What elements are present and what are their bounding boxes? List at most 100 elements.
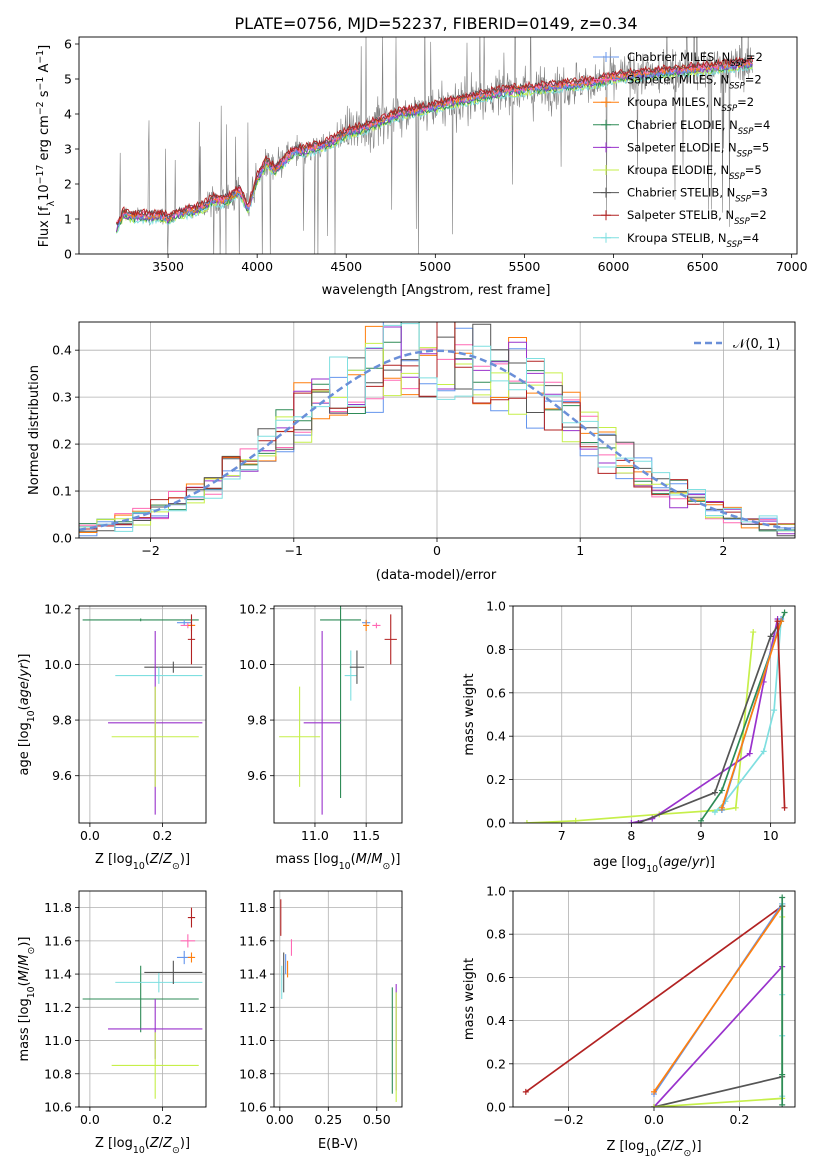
x-tick-label: 11.5 bbox=[352, 828, 380, 843]
plot-area bbox=[79, 322, 795, 538]
x-tick-label: 0.2 bbox=[730, 1112, 750, 1127]
point-marker bbox=[718, 787, 725, 794]
errorbar-chabrier-stelib bbox=[349, 650, 365, 684]
x-axis-label: E(B-V) bbox=[318, 1137, 358, 1152]
point-marker bbox=[779, 1071, 786, 1078]
x-tick-label: 9 bbox=[697, 828, 705, 843]
line-salpeter-stelib bbox=[525, 905, 783, 1093]
y-tick-label: 0.0 bbox=[52, 531, 72, 546]
y-tick-label: 5 bbox=[64, 72, 72, 87]
y-tick-label: 11.2 bbox=[239, 1000, 267, 1015]
point-marker bbox=[628, 820, 635, 823]
axes-spectrum: 3500 4000 4500 5000 5500 6000 6500 7000 0 1 2 3 4 5 6 C… bbox=[35, 37, 808, 299]
y-tick-label: 11.0 bbox=[239, 1033, 267, 1048]
x-tick-label: 0.0 bbox=[80, 1112, 100, 1127]
histogram-kroupa-stelib bbox=[79, 323, 795, 538]
x-tick-label: −2 bbox=[141, 543, 159, 558]
y-tick-label: 9.6 bbox=[247, 768, 267, 783]
legend-entry: Kroupa STELIB, NSSP=4 bbox=[627, 231, 759, 250]
y-tick-label: 10.8 bbox=[44, 1066, 72, 1081]
line-salpeter-stelib bbox=[776, 621, 786, 808]
legend-entry: Chabrier MILES, NSSP=2 bbox=[627, 50, 763, 69]
plot-area bbox=[79, 891, 206, 1107]
y-tick-label: 9.8 bbox=[52, 713, 72, 728]
legend-entry: 𝒩(0, 1) bbox=[733, 337, 780, 352]
x-tick-label: 0.00 bbox=[266, 1112, 294, 1127]
legend-marker bbox=[601, 97, 611, 108]
x-tick-label: 0.2 bbox=[153, 828, 173, 843]
legend-entry: Chabrier STELIB, NSSP=3 bbox=[627, 186, 768, 205]
y-tick-label: 6 bbox=[64, 37, 72, 52]
y-tick-label: 0.8 bbox=[486, 927, 506, 942]
y-axis-label: Normed distribution bbox=[27, 365, 42, 495]
point-marker bbox=[779, 894, 786, 901]
normal-curve bbox=[79, 349, 795, 532]
x-tick-label: 2 bbox=[719, 543, 727, 558]
x-tick-label: −1 bbox=[285, 543, 303, 558]
errorbar-chabrier-elodie bbox=[320, 606, 362, 798]
spectrum-model-salpeter-stelib bbox=[116, 55, 753, 224]
y-tick-label: 11.0 bbox=[44, 1033, 72, 1048]
y-axis-label: mass weight bbox=[462, 958, 477, 1040]
x-tick-label: 1 bbox=[576, 543, 584, 558]
errorbar-chabrier-elodie bbox=[82, 618, 199, 622]
plot-area bbox=[115, 37, 753, 254]
x-axis-label: wavelength [Angstrom, rest frame] bbox=[322, 283, 551, 298]
legend-entry: Salpeter MILES, NSSP=2 bbox=[627, 73, 762, 92]
axes-frame bbox=[273, 605, 403, 824]
legend-entry: Chabrier ELODIE, NSSP=4 bbox=[627, 118, 770, 137]
y-tick-label: 10.2 bbox=[239, 601, 267, 616]
point-marker bbox=[711, 809, 718, 816]
x-tick-label: 4500 bbox=[330, 259, 362, 274]
figure-title: PLATE=0756, MJD=52237, FIBERID=0149, z=0… bbox=[234, 14, 637, 33]
errorbar-kroupa-elodie bbox=[279, 686, 321, 787]
axes-residuals: −2 −1 0 1 2 0.0 0.1 0.2 0.3 0.4 𝒩(0, 1) (data-model… bbox=[27, 321, 796, 583]
y-tick-label: 1 bbox=[64, 212, 72, 227]
legend-marker bbox=[601, 119, 611, 130]
x-tick-label: 5000 bbox=[419, 259, 451, 274]
x-tick-label: 5500 bbox=[509, 259, 541, 274]
y-tick-label: 1.0 bbox=[486, 884, 506, 899]
x-tick-label: 6500 bbox=[687, 259, 719, 274]
x-axis-label: mass [log10(M/M⊙)] bbox=[276, 852, 401, 872]
x-axis-label: Z [log10(Z/Z⊙)] bbox=[95, 852, 190, 872]
x-axis-label: Z [log10(Z/Z⊙)] bbox=[606, 1139, 701, 1159]
y-tick-label: 0.2 bbox=[486, 772, 506, 787]
legend-marker bbox=[601, 74, 611, 85]
x-tick-label: 10 bbox=[763, 828, 779, 843]
point-marker bbox=[732, 804, 739, 811]
x-tick-label: 3500 bbox=[152, 259, 184, 274]
point-marker bbox=[760, 748, 767, 755]
plot-area bbox=[79, 606, 206, 823]
x-axis-label: age [log10(age/yr)] bbox=[593, 855, 715, 875]
plot-area bbox=[513, 606, 795, 823]
errorbar-chabrier-stelib bbox=[144, 960, 203, 985]
line-kroupa-elodie bbox=[526, 631, 755, 823]
line-kroupa-miles bbox=[721, 620, 782, 809]
errorbar-chabrier-elodie bbox=[82, 965, 199, 1033]
point-marker bbox=[750, 629, 757, 636]
y-tick-label: 0.8 bbox=[486, 642, 506, 657]
point-marker bbox=[635, 820, 642, 823]
legend-entry: Kroupa MILES, NSSP=2 bbox=[627, 95, 754, 114]
x-tick-label: 0.0 bbox=[644, 1112, 664, 1127]
y-tick-label: 0.0 bbox=[486, 816, 506, 831]
axes-mass-vs-ebv: 0.00 0.25 0.50 10.6 10.8 11.0 11.2 11.4 11.6 11.8 bbox=[239, 890, 403, 1127]
y-tick-label: 11.6 bbox=[239, 933, 267, 948]
y-tick-label: 0.0 bbox=[486, 1100, 506, 1115]
axes-age-vs-mass: 11.0 11.5 9.6 9.8 10.0 10.2 mass [log10(M/M⊙)] bbox=[239, 601, 403, 872]
point-marker bbox=[522, 1088, 529, 1095]
errorbar-salpeter-stelib bbox=[187, 614, 196, 665]
point-marker bbox=[781, 804, 788, 811]
legend-marker bbox=[601, 52, 611, 62]
y-tick-label: 1.0 bbox=[486, 599, 506, 614]
y-tick-label: 10.0 bbox=[44, 657, 72, 672]
legend-entry: Salpeter STELIB, NSSP=2 bbox=[627, 208, 767, 227]
x-tick-label: 0.50 bbox=[363, 1112, 391, 1127]
point-marker bbox=[771, 707, 778, 714]
errorbar-kroupa-stelib bbox=[344, 650, 357, 701]
errorbar-kroupa-stelib bbox=[115, 667, 203, 684]
errorbar-salpeter-stelib bbox=[187, 907, 196, 928]
y-tick-label: 9.6 bbox=[52, 768, 72, 783]
legend-marker bbox=[601, 210, 611, 221]
